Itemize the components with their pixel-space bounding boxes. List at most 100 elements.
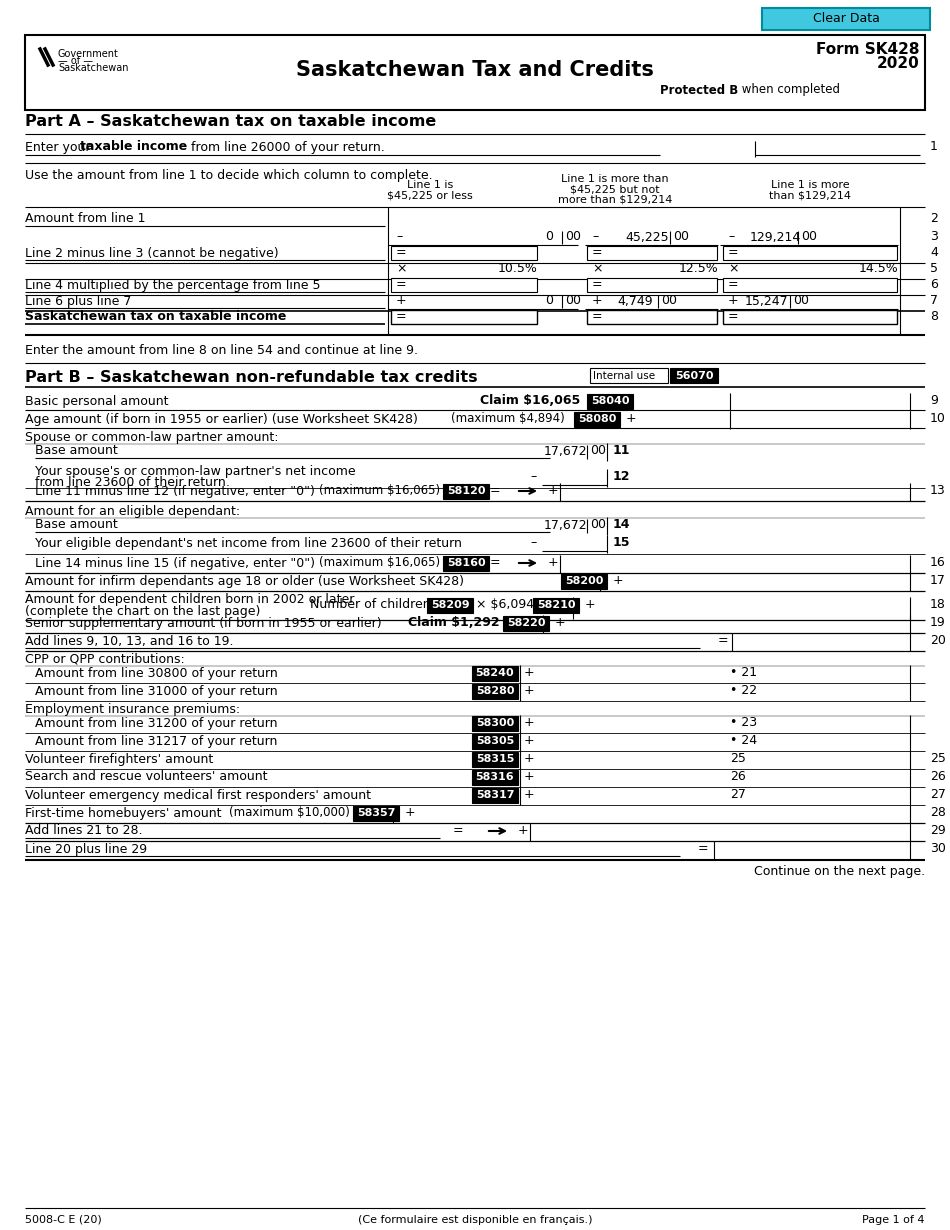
Text: Line 1 is more than: Line 1 is more than: [561, 173, 669, 184]
Text: 3: 3: [930, 230, 938, 244]
Text: 26: 26: [930, 770, 946, 784]
Text: 27: 27: [730, 788, 746, 802]
Bar: [587, 246, 717, 260]
Bar: [443, 483, 489, 499]
Text: +: +: [626, 412, 637, 426]
Text: × $6,094 =: × $6,094 =: [476, 599, 549, 611]
Bar: [587, 278, 717, 292]
Text: +: +: [524, 753, 535, 765]
Text: 00: 00: [661, 294, 677, 308]
Text: –: –: [530, 471, 536, 483]
Text: 30: 30: [930, 843, 946, 856]
Text: Age amount (if born in 1955 or earlier) (use Worksheet SK428): Age amount (if born in 1955 or earlier) …: [25, 412, 418, 426]
Text: Basic personal amount: Basic personal amount: [25, 395, 168, 407]
Text: +: +: [524, 717, 535, 729]
Text: +: +: [548, 485, 559, 497]
Text: taxable income: taxable income: [80, 140, 187, 154]
Text: 18: 18: [930, 599, 946, 611]
Bar: [762, 9, 930, 30]
Text: from line 23600 of their return: from line 23600 of their return: [35, 476, 226, 490]
Bar: [472, 770, 518, 785]
Text: Claim $16,065: Claim $16,065: [480, 395, 580, 407]
Text: (maximum $4,894): (maximum $4,894): [451, 412, 565, 426]
Text: =: =: [718, 635, 729, 647]
Text: Clear Data: Clear Data: [812, 12, 880, 26]
Text: 15: 15: [613, 536, 631, 550]
Text: ×: ×: [396, 262, 407, 276]
Text: +: +: [548, 556, 559, 569]
Text: • 22: • 22: [730, 685, 757, 697]
Text: 14: 14: [613, 519, 631, 531]
Text: Volunteer emergency medical first responders' amount: Volunteer emergency medical first respon…: [25, 788, 371, 802]
Text: 17,672: 17,672: [543, 444, 587, 458]
Text: –: –: [728, 230, 734, 244]
Bar: [723, 310, 897, 323]
Text: 58317: 58317: [476, 790, 514, 800]
Text: 0: 0: [545, 294, 553, 308]
Text: =: =: [396, 278, 407, 292]
Text: +: +: [524, 667, 535, 679]
Bar: [503, 616, 549, 631]
Text: =: =: [728, 278, 739, 292]
Text: =: =: [728, 310, 739, 323]
Text: Senior supplementary amount (if born in 1955 or earlier): Senior supplementary amount (if born in …: [25, 616, 382, 630]
Text: 11: 11: [613, 444, 631, 458]
Text: 25: 25: [730, 753, 746, 765]
Text: Amount for dependent children born in 2002 or later: Amount for dependent children born in 20…: [25, 593, 354, 605]
Text: 58315: 58315: [476, 754, 514, 764]
Text: Line 1 is: Line 1 is: [407, 180, 453, 189]
Text: Saskatchewan Tax and Credits: Saskatchewan Tax and Credits: [296, 59, 654, 80]
Text: –: –: [592, 230, 598, 244]
Bar: [472, 684, 518, 699]
Text: 58220: 58220: [506, 617, 545, 629]
Text: 10.5%: 10.5%: [498, 262, 538, 276]
Text: +: +: [585, 599, 596, 611]
Text: Part B – Saskatchewan non-refundable tax credits: Part B – Saskatchewan non-refundable tax…: [25, 369, 478, 385]
Text: +: +: [524, 788, 535, 802]
Text: First-time homebuyers' amount: First-time homebuyers' amount: [25, 807, 221, 819]
Bar: [353, 806, 399, 820]
Text: 58357: 58357: [357, 808, 395, 818]
Text: 58160: 58160: [446, 558, 485, 568]
Text: 14.5%: 14.5%: [858, 262, 898, 276]
Text: Amount for an eligible dependant:: Amount for an eligible dependant:: [25, 504, 240, 518]
Text: Internal use: Internal use: [593, 371, 655, 381]
Text: when completed: when completed: [738, 84, 840, 96]
Text: +: +: [518, 824, 528, 838]
Bar: [590, 368, 668, 383]
Bar: [533, 598, 579, 613]
Text: Your eligible dependant's net income from line 23600 of their return: Your eligible dependant's net income fro…: [35, 536, 462, 550]
Text: 4,749: 4,749: [617, 294, 653, 308]
Text: 19: 19: [930, 616, 946, 630]
Text: $45,225 or less: $45,225 or less: [388, 189, 473, 200]
Text: 16: 16: [930, 556, 946, 569]
Text: 58300: 58300: [476, 718, 514, 728]
Text: Enter the amount from line 8 on line 54 and continue at line 9.: Enter the amount from line 8 on line 54 …: [25, 344, 418, 358]
Text: Number of children: Number of children: [310, 599, 430, 611]
Text: +: +: [396, 294, 407, 308]
Text: +: +: [524, 685, 535, 697]
Text: 58040: 58040: [591, 396, 629, 406]
Text: 12.5%: 12.5%: [678, 262, 718, 276]
Text: 58080: 58080: [578, 415, 617, 424]
Bar: [472, 752, 518, 768]
Text: 58305: 58305: [476, 736, 514, 747]
Text: Continue on the next page.: Continue on the next page.: [754, 865, 925, 877]
Text: 00: 00: [565, 230, 581, 244]
Text: 00: 00: [590, 519, 606, 531]
Text: 15,247: 15,247: [745, 294, 788, 308]
Text: 26: 26: [730, 770, 746, 784]
Text: 29: 29: [930, 824, 946, 838]
Text: 25: 25: [930, 753, 946, 765]
Text: +: +: [524, 770, 535, 784]
Text: 27: 27: [930, 788, 946, 802]
Text: Volunteer firefighters' amount: Volunteer firefighters' amount: [25, 753, 213, 765]
Text: =: =: [490, 485, 501, 497]
Text: =: =: [396, 246, 407, 260]
Text: Line 6 plus line 7: Line 6 plus line 7: [25, 294, 131, 308]
Text: 00: 00: [793, 294, 809, 308]
Text: Line 4 multiplied by the percentage from line 5: Line 4 multiplied by the percentage from…: [25, 278, 320, 292]
Bar: [472, 734, 518, 749]
Text: 58210: 58210: [537, 600, 576, 610]
Text: Amount from line 31000 of your return: Amount from line 31000 of your return: [35, 685, 277, 697]
